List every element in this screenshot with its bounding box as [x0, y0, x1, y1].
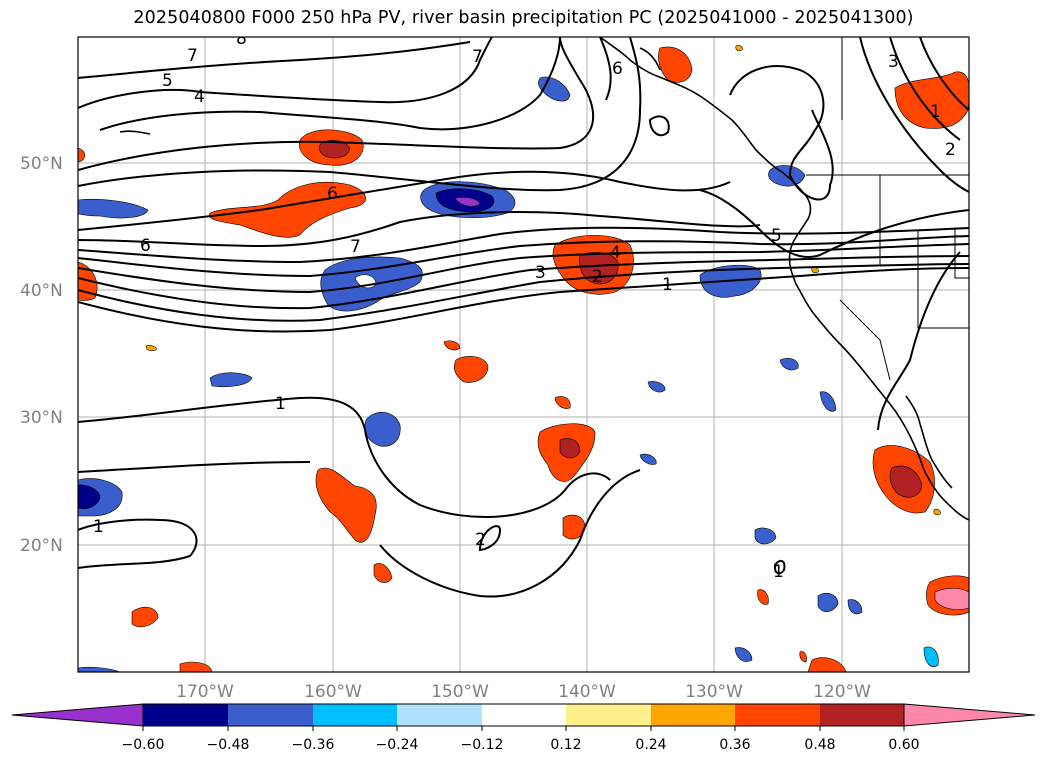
lon-label: 170°W [176, 682, 234, 702]
lat-label: 40°N [20, 281, 63, 301]
coastlines [119, 37, 969, 521]
colorbar-tick-label: 0.24 [635, 737, 666, 753]
colorbar-segment [482, 704, 566, 726]
map-title: 2025040800 F000 250 hPa PV, river basin … [133, 8, 914, 28]
colorbar-segment [651, 704, 735, 726]
gridlines [78, 37, 969, 672]
lat-label: 30°N [20, 408, 63, 428]
contour-label: 3 [535, 263, 546, 283]
contour-label: 2 [592, 267, 603, 287]
colorbar-tick-label: 0.48 [804, 737, 835, 753]
colorbar-tick-label: 0.12 [550, 737, 581, 753]
contour-label: 1 [773, 562, 784, 582]
map-background [78, 37, 969, 672]
colorbar-tick-label: 0.36 [719, 737, 750, 753]
colorbar-tick-label: −0.48 [207, 737, 250, 753]
lon-label: 150°W [431, 682, 489, 702]
negative-precip-areas [78, 76, 939, 672]
colorbar-segment [228, 704, 313, 726]
colorbar-tick-label: −0.24 [376, 737, 419, 753]
lon-label: 120°W [813, 682, 871, 702]
latitude-labels: 50°N 40°N 30°N 20°N [20, 154, 63, 556]
colorbar-segment [735, 704, 820, 726]
lat-label: 20°N [20, 536, 63, 556]
contour-label: 5 [162, 71, 173, 91]
contour-label: 1 [275, 394, 286, 414]
pv-contours [78, 37, 969, 598]
contour-label: 7 [472, 47, 483, 67]
colorbar-extend-min [11, 703, 144, 727]
lon-label: 160°W [304, 682, 362, 702]
contour-label: 2 [945, 140, 956, 160]
colorbar: −0.60 −0.48 −0.36 −0.24 −0.12 0.12 0.24 … [11, 703, 1036, 753]
political-boundaries [806, 37, 969, 381]
contour-label: 6 [140, 236, 151, 256]
contour-label: 5 [771, 226, 782, 246]
contour-label: 6 [327, 184, 338, 204]
contour-label: 1 [662, 275, 673, 295]
contour-label: 1 [930, 102, 941, 122]
colorbar-segment [566, 704, 651, 726]
colorbar-tick-label: −0.12 [461, 737, 504, 753]
contour-label: 8 [236, 29, 247, 49]
contour-label: 2 [475, 530, 486, 550]
contour-label: 4 [610, 243, 621, 263]
contour-label: 4 [194, 87, 205, 107]
lat-label: 50°N [20, 154, 63, 174]
contour-label: 7 [187, 46, 198, 66]
colorbar-segment [313, 704, 397, 726]
lon-label: 140°W [558, 682, 616, 702]
colorbar-extend-max [903, 703, 1036, 727]
longitude-labels: 170°W 160°W 150°W 140°W 130°W 120°W [176, 682, 871, 702]
colorbar-tick-label: 0.60 [888, 737, 919, 753]
colorbar-tick-label: −0.36 [292, 737, 335, 753]
contour-label: 6 [612, 59, 623, 79]
contour-label: 3 [888, 52, 899, 72]
map-frame [77, 36, 970, 673]
contour-label: 1 [93, 517, 104, 537]
contour-labels: 8 7 5 4 7 6 6 7 3 4 2 1 5 3 1 2 6 1 1 2 … [93, 29, 956, 582]
colorbar-tick-label: −0.60 [122, 737, 165, 753]
colorbar-segment [397, 704, 482, 726]
colorbar-segment [820, 704, 904, 726]
colorbar-segment [143, 704, 228, 726]
contour-label: 7 [350, 237, 361, 257]
lon-label: 130°W [685, 682, 743, 702]
